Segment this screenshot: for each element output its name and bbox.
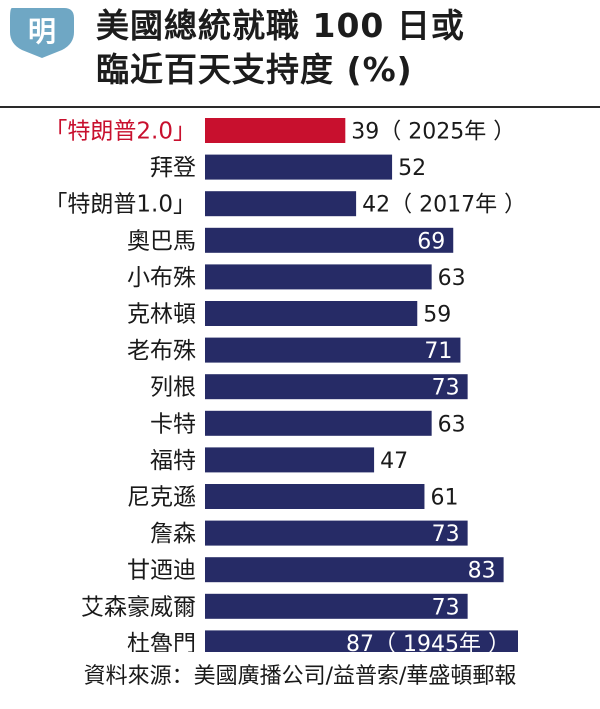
- value-label: 73: [432, 595, 460, 620]
- bar: [205, 484, 425, 509]
- category-label: 列根: [150, 375, 196, 401]
- logo-text: 明: [28, 15, 56, 48]
- bar: [205, 264, 432, 290]
- category-label: 克林頓: [127, 302, 196, 328]
- bar: [205, 520, 468, 546]
- chart-title: 美國總統就職 100 日或 臨近百天支持度 (%): [96, 4, 465, 92]
- value-label: 73: [432, 376, 460, 401]
- category-label: 「特朗普2.0」: [44, 119, 196, 145]
- bar: [205, 374, 468, 400]
- value-label: 69: [417, 229, 445, 254]
- category-label: 奧巴馬: [127, 228, 196, 254]
- bar: [205, 227, 454, 253]
- category-label: 福特: [150, 448, 196, 474]
- value-label: 47: [380, 449, 408, 474]
- chart-title-line2: 臨近百天支持度 (%): [96, 50, 413, 89]
- bar: [205, 118, 346, 143]
- value-label: 39（ 2025年 ）: [351, 120, 515, 145]
- bar: [205, 593, 468, 619]
- category-label: 小布殊: [127, 265, 196, 291]
- category-label: 杜魯門: [127, 631, 196, 652]
- newspaper-logo: 明: [4, 2, 78, 58]
- bar: [205, 301, 418, 326]
- chart-title-line1: 美國總統就職 100 日或: [96, 6, 465, 45]
- value-label: 42（ 2017年 ）: [362, 193, 526, 218]
- bar: [205, 447, 375, 473]
- value-label: 63: [438, 266, 466, 291]
- value-label: 83: [468, 559, 496, 584]
- source-note: 資料來源：美國廣播公司/益普索/華盛頓郵報: [83, 664, 517, 689]
- category-label: 艾森豪威爾: [81, 594, 196, 620]
- category-label: 尼克遜: [127, 485, 196, 511]
- bar: [205, 410, 432, 436]
- title-divider: [0, 106, 600, 108]
- value-label: 63: [438, 412, 466, 437]
- value-label: 59: [423, 303, 451, 328]
- value-label: 52: [398, 156, 426, 181]
- category-label: 拜登: [150, 155, 196, 181]
- bar-chart: 「特朗普2.0」 39（ 2025年 ） 拜登 52 「特朗普1.0」 42（ 2017年…: [44, 118, 526, 652]
- value-label: 87（ 1945年 ）: [346, 632, 510, 652]
- bar: [205, 154, 393, 180]
- value-label: 61: [430, 486, 458, 511]
- category-label: 「特朗普1.0」: [44, 192, 196, 218]
- category-label: 老布殊: [127, 338, 196, 364]
- bar: [205, 630, 518, 652]
- value-label: 71: [424, 339, 452, 364]
- bar: [205, 191, 357, 217]
- category-label: 甘迺迪: [127, 558, 196, 584]
- category-label: 卡特: [150, 411, 196, 437]
- value-label: 73: [432, 522, 460, 547]
- logo-badge-icon: [10, 8, 74, 58]
- bar: [205, 557, 504, 583]
- bar: [205, 337, 461, 363]
- category-label: 詹森: [150, 521, 196, 547]
